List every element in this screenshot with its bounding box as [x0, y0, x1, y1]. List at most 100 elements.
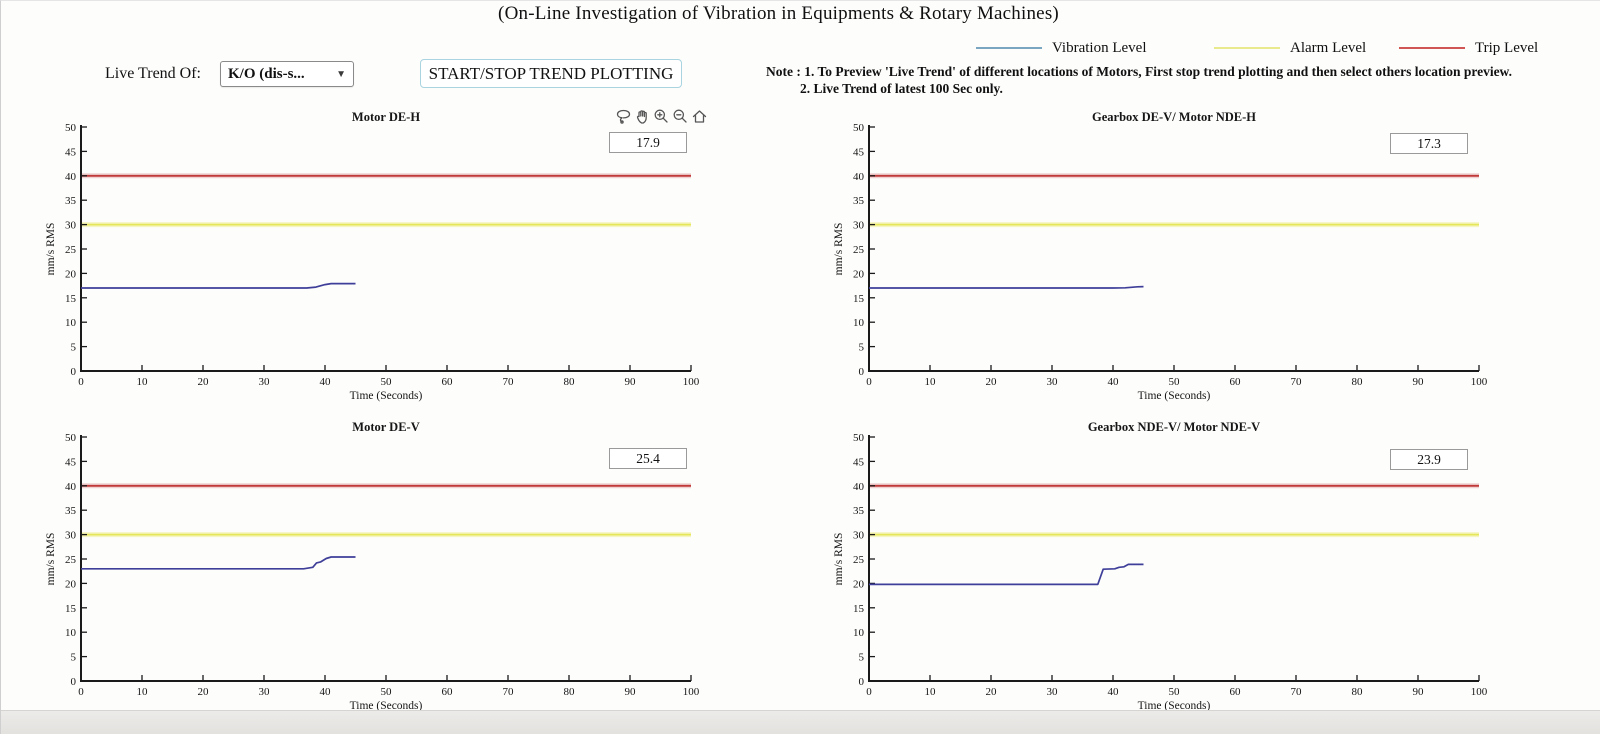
chart-canvas: Gearbox DE-V/ Motor NDE-H 0 5 10 15 20 25 30 35 4… — [833, 110, 1488, 402]
x-tick-label: 50 — [381, 686, 393, 698]
y-axis-label: mm/s RMS — [45, 223, 57, 276]
start-stop-trend-plotting-button[interactable]: START/STOP TREND PLOTTING — [420, 59, 682, 88]
axis-lines — [868, 125, 1479, 372]
legend-item-vibration: Vibration Level — [976, 39, 1146, 57]
y-tick-label: 35 — [853, 195, 865, 207]
x-tick-label: 10 — [925, 686, 937, 698]
trip-level-line-swatch — [1399, 47, 1465, 49]
x-tick-label: 40 — [1108, 686, 1120, 698]
x-tick-label: 90 — [625, 686, 637, 698]
chart-title: Gearbox DE-V/ Motor NDE-H — [1092, 110, 1256, 124]
x-axis-label: Time (Seconds) — [1138, 700, 1211, 712]
y-tick-label: 35 — [853, 505, 865, 517]
y-tick-label: 35 — [65, 195, 77, 207]
page-title: (On-Line Investigation of Vibration in E… — [498, 3, 1059, 24]
y-axis-label: mm/s RMS — [833, 533, 845, 586]
axis-lines — [868, 435, 1479, 682]
chart-panel-gearbox-nde-v-motor-nde-v: Gearbox NDE-V/ Motor NDE-V 0 5 10 15 20 25 30 35… — [829, 417, 1509, 717]
legend-label: Vibration Level — [1052, 39, 1147, 56]
x-tick-label: 10 — [925, 376, 937, 388]
y-tick-label: 0 — [71, 676, 77, 688]
x-tick-label: 10 — [137, 376, 149, 388]
pan-hand-icon[interactable] — [634, 108, 651, 125]
y-tick-label: 10 — [853, 627, 865, 639]
x-tick-label: 50 — [381, 376, 393, 388]
chart-panel-motor-de-h: Motor DE-H 0 5 10 15 20 25 30 35 40 45 50 0 10 20 30 40 5… — [41, 107, 721, 407]
chart-title: Motor DE-H — [352, 110, 420, 124]
chart-title: Motor DE-V — [352, 420, 419, 434]
note-text: Note : 1. To Preview 'Live Trend' of dif… — [766, 63, 1512, 97]
x-tick-label: 80 — [1352, 686, 1364, 698]
y-tick-label: 25 — [853, 554, 865, 566]
y-tick-label: 5 — [71, 342, 77, 354]
home-icon[interactable] — [691, 108, 708, 125]
current-value-box: 23.9 — [1390, 449, 1468, 470]
chart-canvas: Motor DE-V 0 5 10 15 20 25 30 35 40 45 50 0 10 20 30 40 5… — [45, 420, 700, 712]
location-dropdown[interactable]: K/O (dis-s... ▼ — [220, 61, 354, 87]
y-tick-label: 40 — [65, 481, 77, 493]
vibration-level-line-swatch — [976, 47, 1042, 49]
x-tick-label: 60 — [442, 686, 454, 698]
note-line-2: 2. Live Trend of latest 100 Sec only. — [800, 81, 1003, 96]
x-tick-label: 100 — [1471, 686, 1488, 698]
x-tick-label: 0 — [78, 686, 84, 698]
y-tick-label: 50 — [853, 432, 865, 444]
x-tick-label: 80 — [1352, 376, 1364, 388]
chart-title: Gearbox NDE-V/ Motor NDE-V — [1088, 420, 1260, 434]
y-tick-label: 30 — [853, 530, 865, 542]
y-tick-label: 45 — [853, 146, 865, 158]
x-tick-label: 70 — [503, 376, 515, 388]
vibration-trend-line — [81, 556, 356, 570]
legend-item-trip: Trip Level — [1399, 39, 1538, 57]
y-tick-label: 40 — [853, 481, 865, 493]
x-tick-label: 30 — [259, 376, 271, 388]
y-tick-label: 50 — [853, 122, 865, 134]
y-tick-label: 45 — [65, 146, 77, 158]
live-trend-of-label: Live Trend Of: — [105, 65, 201, 82]
y-tick-label: 25 — [65, 244, 77, 256]
x-tick-label: 60 — [1230, 376, 1242, 388]
x-tick-label: 30 — [1047, 376, 1059, 388]
chart-canvas: Motor DE-H 0 5 10 15 20 25 30 35 40 45 50 0 10 20 30 40 5… — [45, 110, 700, 402]
note-line-1: Note : 1. To Preview 'Live Trend' of dif… — [766, 64, 1512, 79]
x-tick-label: 40 — [320, 376, 332, 388]
x-tick-label: 0 — [866, 376, 872, 388]
x-tick-label: 90 — [1413, 376, 1425, 388]
lasso-select-icon[interactable] — [615, 108, 632, 125]
zoom-in-icon[interactable] — [653, 108, 670, 125]
x-tick-label: 30 — [259, 686, 271, 698]
x-tick-label: 20 — [198, 686, 210, 698]
y-tick-label: 25 — [853, 244, 865, 256]
x-tick-label: 20 — [986, 376, 998, 388]
y-tick-label: 0 — [71, 366, 77, 378]
x-tick-label: 60 — [442, 376, 454, 388]
chart-panel-gearbox-de-v-motor-nde-h: Gearbox DE-V/ Motor NDE-H 0 5 10 15 20 25 30 35 4… — [829, 107, 1509, 407]
x-tick-label: 20 — [198, 376, 210, 388]
y-tick-label: 0 — [859, 676, 865, 688]
window-bottom-strip — [1, 710, 1600, 734]
x-tick-label: 70 — [503, 686, 515, 698]
current-value-box: 25.4 — [609, 448, 687, 469]
x-tick-label: 0 — [78, 376, 84, 388]
y-tick-label: 10 — [853, 317, 865, 329]
x-tick-label: 50 — [1169, 686, 1181, 698]
zoom-out-icon[interactable] — [672, 108, 689, 125]
x-tick-label: 20 — [986, 686, 998, 698]
y-tick-label: 40 — [65, 171, 77, 183]
y-tick-label: 5 — [859, 342, 865, 354]
x-axis-label: Time (Seconds) — [1138, 390, 1211, 402]
y-tick-label: 40 — [853, 171, 865, 183]
current-value-box: 17.3 — [1390, 133, 1468, 154]
y-tick-label: 5 — [71, 652, 77, 664]
x-tick-label: 40 — [1108, 376, 1120, 388]
chart-panel-motor-de-v: Motor DE-V 0 5 10 15 20 25 30 35 40 45 50 0 10 20 30 40 5… — [41, 417, 721, 717]
y-tick-label: 20 — [853, 268, 865, 280]
legend-item-alarm: Alarm Level — [1214, 39, 1366, 57]
y-axis-label: mm/s RMS — [833, 223, 845, 276]
y-tick-label: 35 — [65, 505, 77, 517]
chevron-down-icon: ▼ — [336, 68, 346, 80]
y-tick-label: 45 — [65, 456, 77, 468]
current-value-box: 17.9 — [609, 132, 687, 153]
chart-canvas: Gearbox NDE-V/ Motor NDE-V 0 5 10 15 20 25 30 35… — [833, 420, 1488, 712]
y-tick-label: 5 — [859, 652, 865, 664]
